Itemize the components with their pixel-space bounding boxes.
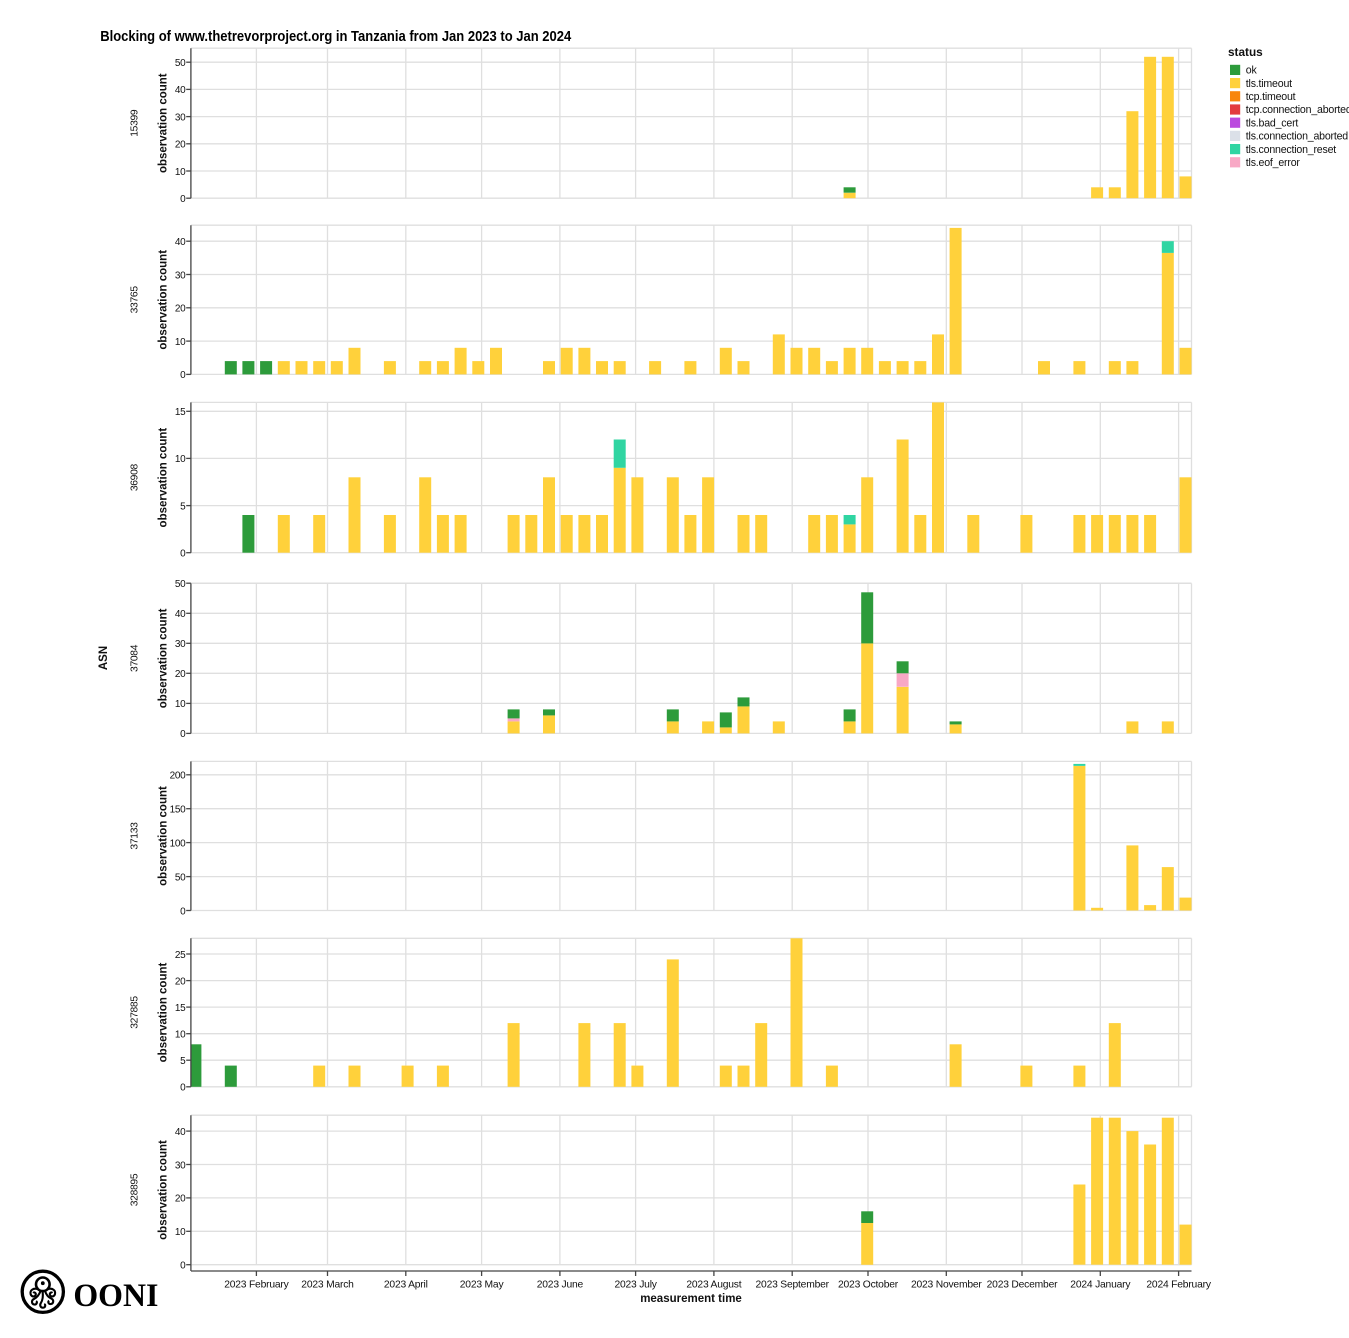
svg-text:36908: 36908 [130,463,141,491]
svg-text:20: 20 [175,669,186,680]
svg-text:0: 0 [180,549,186,560]
svg-text:measurement time: measurement time [640,1293,742,1305]
svg-text:2023 August: 2023 August [686,1280,741,1291]
svg-text:0: 0 [180,1261,186,1272]
svg-text:30: 30 [175,112,186,123]
svg-text:tls.bad_cert: tls.bad_cert [1246,117,1299,129]
svg-text:50: 50 [175,872,186,883]
svg-text:observation count: observation count [158,428,170,528]
svg-text:2023 May: 2023 May [460,1280,505,1291]
svg-text:tcp.connection_aborted: tcp.connection_aborted [1246,104,1349,116]
svg-text:37084: 37084 [130,644,141,672]
svg-text:15: 15 [175,1003,186,1014]
svg-text:0: 0 [180,370,186,381]
svg-text:2023 September: 2023 September [756,1280,830,1291]
svg-text:30: 30 [175,639,186,650]
svg-text:ok: ok [1246,65,1258,77]
svg-text:tls.timeout: tls.timeout [1246,78,1292,90]
svg-text:2023 March: 2023 March [301,1280,354,1291]
svg-text:327885: 327885 [130,996,141,1029]
svg-text:50: 50 [175,579,186,590]
svg-text:10: 10 [175,167,186,178]
svg-text:328895: 328895 [130,1173,141,1206]
svg-text:20: 20 [175,140,186,151]
svg-text:40: 40 [175,85,186,96]
svg-text:15399: 15399 [130,109,141,137]
svg-text:33765: 33765 [130,286,141,314]
svg-text:10: 10 [175,1227,186,1238]
svg-text:observation count: observation count [158,608,170,708]
svg-text:observation count: observation count [158,73,170,173]
svg-text:50: 50 [175,58,186,69]
svg-text:0: 0 [180,194,186,205]
svg-text:2023 April: 2023 April [384,1280,428,1291]
svg-text:2024 January: 2024 January [1070,1280,1131,1291]
svg-text:2023 December: 2023 December [987,1280,1058,1291]
svg-text:20: 20 [175,304,186,315]
svg-text:tls.connection_reset: tls.connection_reset [1246,144,1336,156]
svg-text:40: 40 [175,609,186,620]
svg-text:OONI: OONI [73,1278,158,1314]
svg-text:observation count: observation count [158,1140,170,1240]
svg-text:2023 February: 2023 February [224,1280,289,1291]
svg-text:10: 10 [175,1030,186,1041]
svg-text:5: 5 [180,1056,186,1067]
svg-text:observation count: observation count [158,786,170,886]
svg-text:15: 15 [175,407,186,418]
svg-text:Blocking of www.thetrevorproje: Blocking of www.thetrevorproject.org in … [100,28,571,45]
svg-text:10: 10 [175,699,186,710]
svg-text:150: 150 [170,805,187,816]
svg-text:25: 25 [175,950,186,961]
svg-text:tcp.timeout: tcp.timeout [1246,91,1296,103]
svg-text:37133: 37133 [130,822,141,850]
svg-text:30: 30 [175,270,186,281]
svg-text:20: 20 [175,976,186,987]
svg-text:10: 10 [175,454,186,465]
svg-text:2023 October: 2023 October [838,1280,899,1291]
svg-text:0: 0 [180,729,186,740]
svg-text:ASN: ASN [98,646,110,670]
svg-text:observation count: observation count [158,962,170,1062]
svg-text:tls.connection_aborted: tls.connection_aborted [1246,131,1349,143]
svg-text:10: 10 [175,337,186,348]
svg-text:40: 40 [175,1127,186,1138]
svg-text:2024 February: 2024 February [1146,1280,1211,1291]
svg-text:5: 5 [180,501,186,512]
svg-text:30: 30 [175,1160,186,1171]
svg-text:2023 July: 2023 July [614,1280,657,1291]
svg-text:40: 40 [175,237,186,248]
svg-text:20: 20 [175,1194,186,1205]
svg-text:2023 June: 2023 June [537,1280,584,1291]
svg-text:200: 200 [170,771,187,782]
svg-text:status: status [1228,45,1263,59]
svg-text:tls.eof_error: tls.eof_error [1246,157,1301,169]
svg-text:100: 100 [170,838,187,849]
svg-text:0: 0 [180,1083,186,1094]
svg-text:2023 November: 2023 November [911,1280,982,1291]
svg-text:0: 0 [180,906,186,917]
svg-text:observation count: observation count [158,250,170,350]
